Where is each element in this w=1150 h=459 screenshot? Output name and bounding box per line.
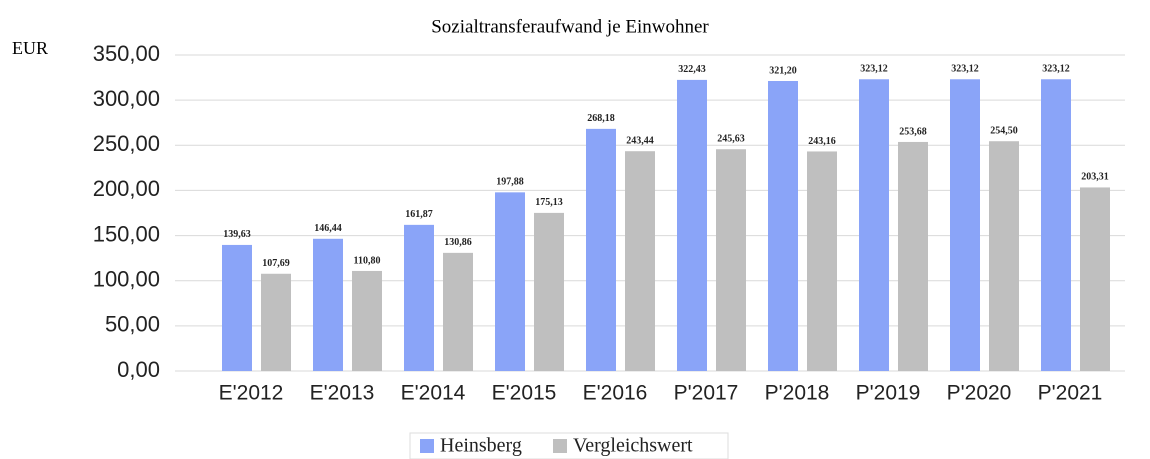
value-label: 254,50 <box>990 126 1018 137</box>
legend-swatch <box>553 439 567 453</box>
bar <box>950 79 980 371</box>
y-tick-label: 250,00 <box>93 131 160 156</box>
bar <box>222 244 252 371</box>
bar <box>443 252 473 371</box>
y-tick-label: 300,00 <box>93 86 160 111</box>
x-tick-label: E'2014 <box>401 382 466 405</box>
value-label: 245,63 <box>717 134 745 145</box>
legend-swatch <box>420 439 434 453</box>
x-tick-label: E'2015 <box>492 382 557 405</box>
value-label: 107,69 <box>262 258 290 269</box>
value-label: 243,16 <box>808 136 836 147</box>
bar <box>989 141 1019 371</box>
y-tick-label: 100,00 <box>93 267 160 292</box>
bar <box>1080 187 1110 371</box>
bar <box>313 238 343 371</box>
x-tick-label: P'2017 <box>674 382 739 405</box>
legend-label: Vergleichswert <box>573 435 693 457</box>
legend-frame <box>409 432 729 459</box>
bar <box>586 128 616 371</box>
bar <box>859 79 889 371</box>
x-tick-label: E'2012 <box>219 382 284 405</box>
bar <box>261 273 291 371</box>
bar <box>677 79 707 371</box>
value-label: 321,20 <box>769 65 797 76</box>
bar <box>534 212 564 371</box>
value-label: 323,12 <box>860 64 888 75</box>
y-tick-label: 50,00 <box>105 312 160 337</box>
value-label: 197,88 <box>496 177 524 188</box>
value-label: 243,44 <box>626 136 654 147</box>
bar <box>1041 79 1071 371</box>
value-label: 161,87 <box>405 209 433 220</box>
bar <box>807 151 837 371</box>
value-label: 203,31 <box>1081 172 1109 183</box>
value-label: 146,44 <box>314 223 342 234</box>
value-label: 322,43 <box>678 64 706 75</box>
x-tick-label: P'2021 <box>1038 382 1103 405</box>
legend-label: Heinsberg <box>440 435 522 457</box>
bar <box>404 224 434 371</box>
y-tick-label: 350,00 <box>93 41 160 66</box>
value-label: 175,13 <box>535 197 563 208</box>
bar <box>352 270 382 371</box>
value-label: 323,12 <box>951 64 979 75</box>
bar <box>625 151 655 371</box>
x-tick-label: E'2016 <box>583 382 648 405</box>
bar <box>495 192 525 371</box>
bar <box>768 81 798 371</box>
y-tick-label: 200,00 <box>93 176 160 201</box>
y-axis-label: EUR <box>12 38 48 58</box>
y-tick-label: 0,00 <box>117 357 160 382</box>
value-label: 323,12 <box>1042 64 1070 75</box>
x-tick-label: P'2020 <box>947 382 1012 405</box>
x-tick-label: E'2013 <box>310 382 375 405</box>
value-label: 110,80 <box>354 255 381 266</box>
value-label: 130,86 <box>444 237 472 248</box>
x-tick-label: P'2019 <box>856 382 921 405</box>
value-label: 253,68 <box>899 126 927 137</box>
y-tick-label: 150,00 <box>93 221 160 246</box>
value-label: 139,63 <box>223 229 251 240</box>
value-label: 268,18 <box>587 113 615 124</box>
chart-title: Sozialtransferaufwand je Einwohner <box>431 16 709 37</box>
bar <box>716 149 746 371</box>
x-tick-label: P'2018 <box>765 382 830 405</box>
bar <box>898 141 928 371</box>
